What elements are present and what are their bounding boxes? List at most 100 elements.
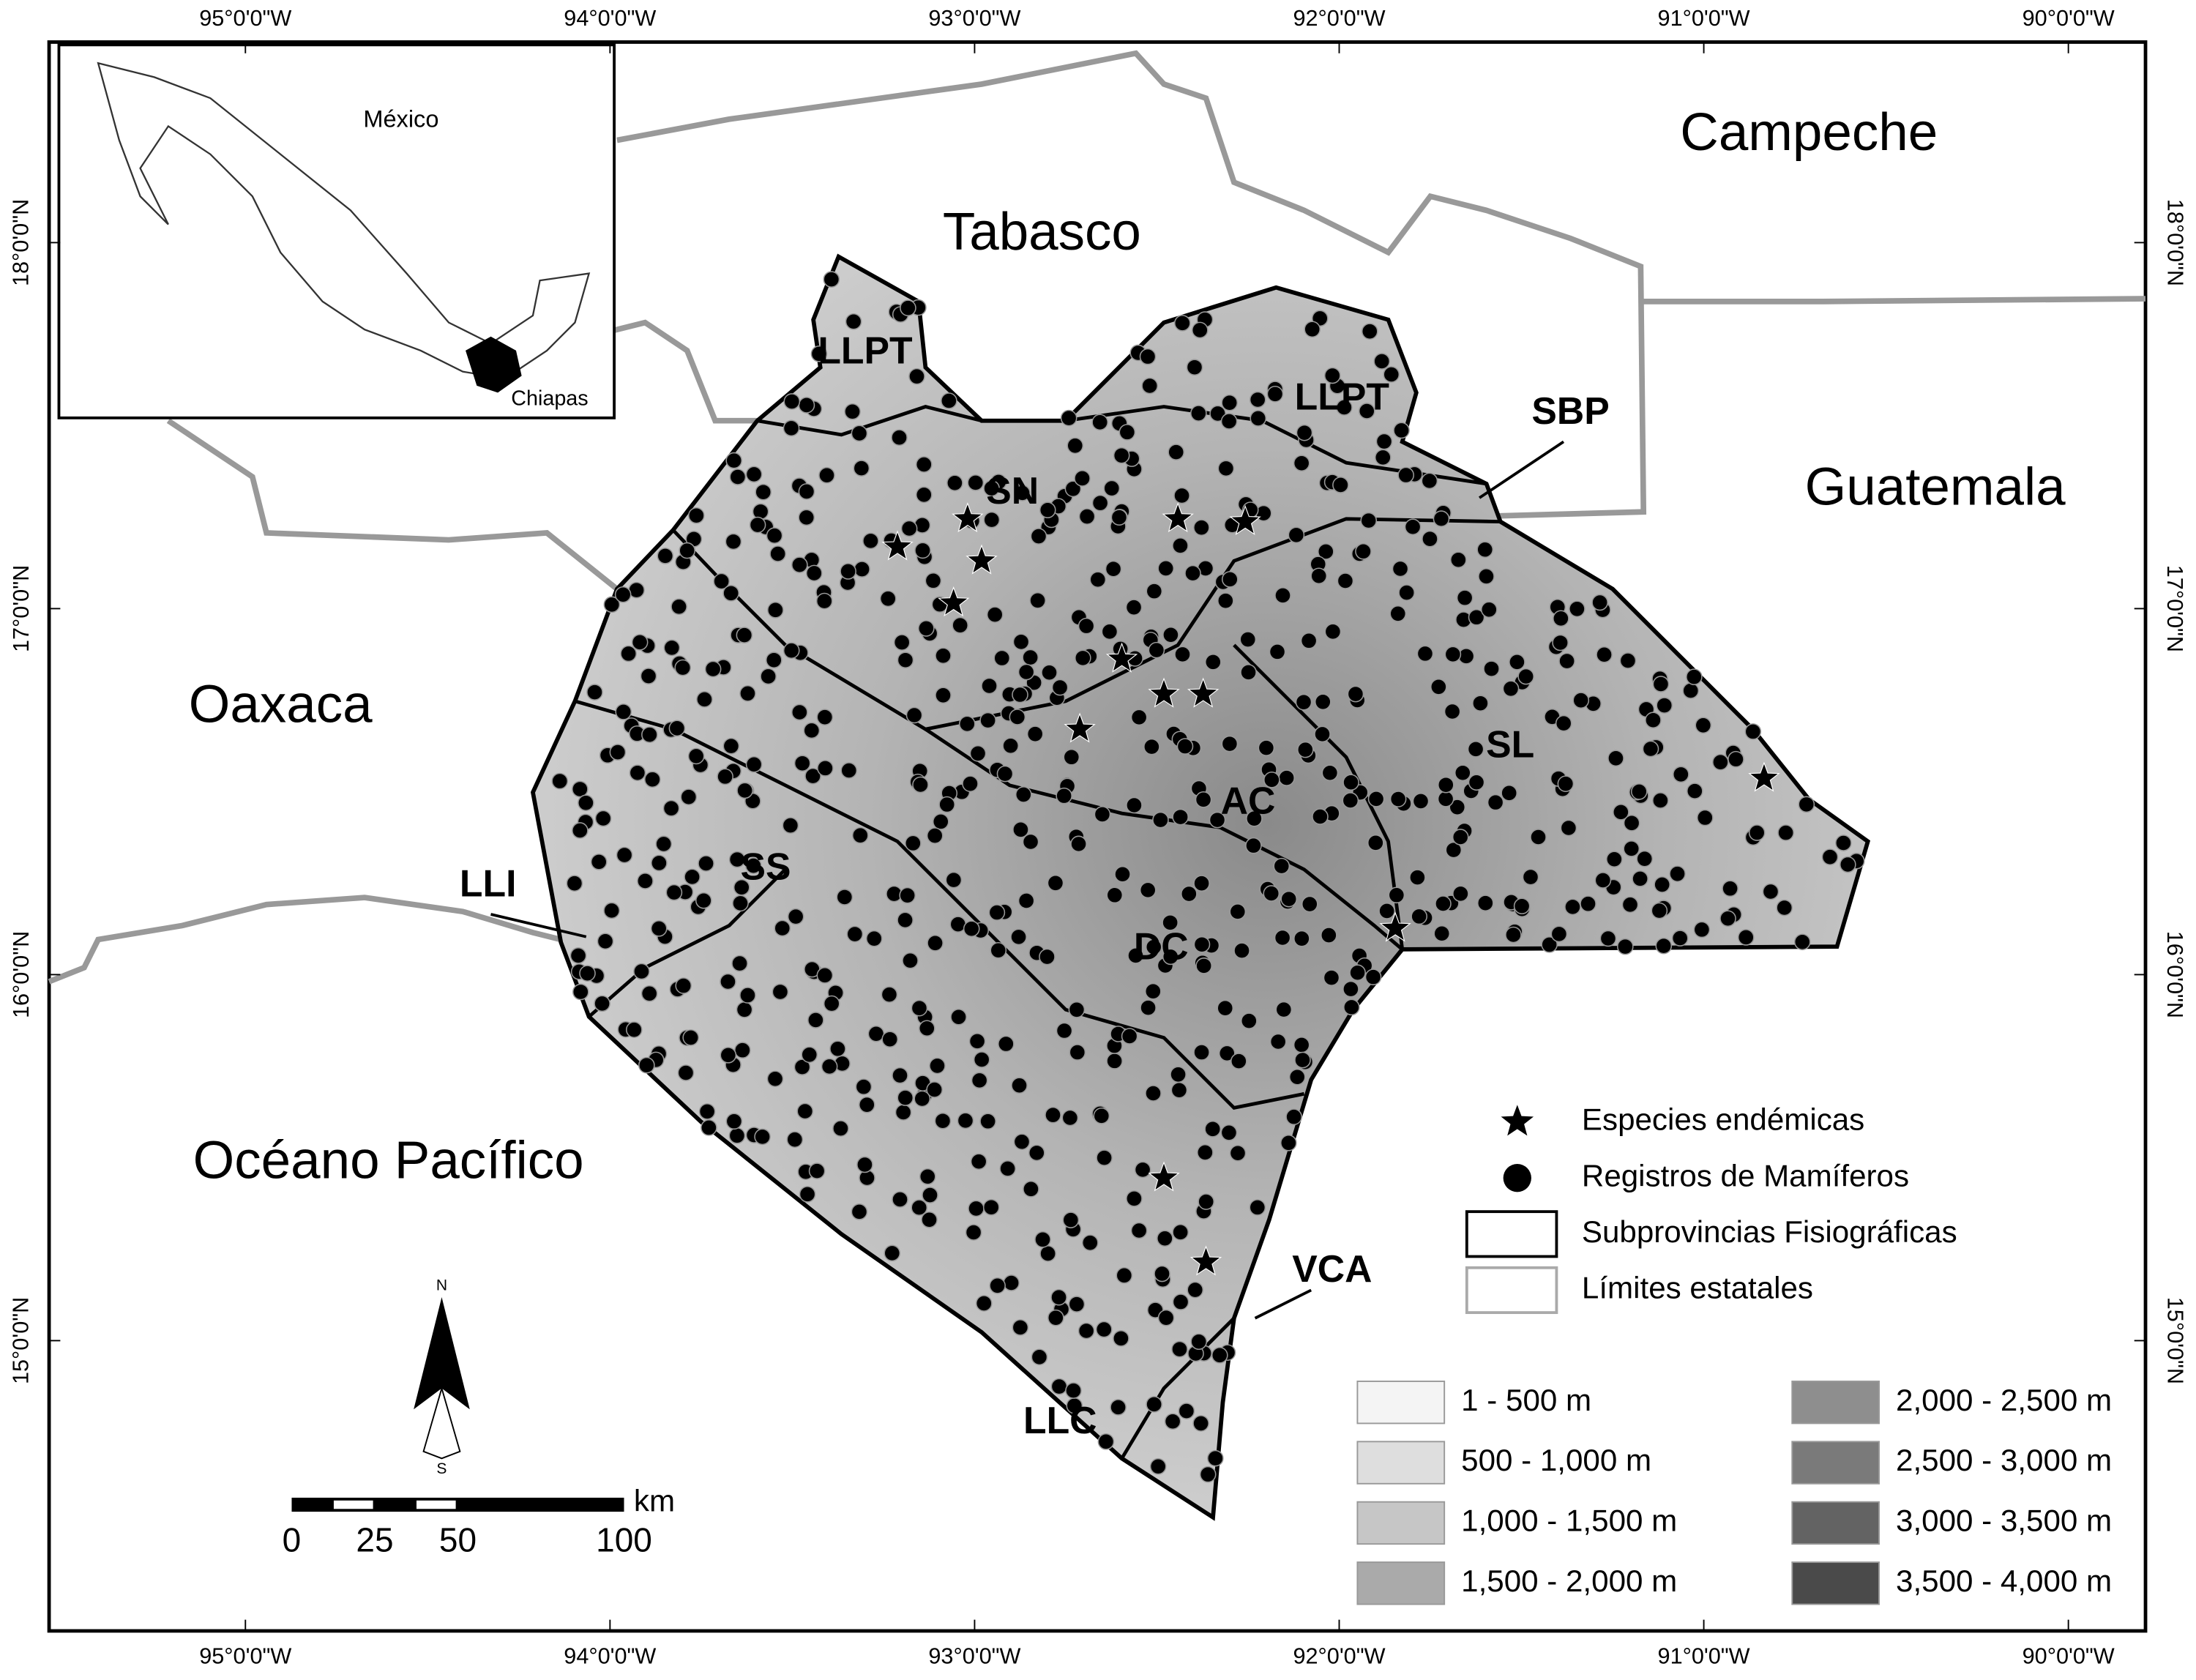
record-dot	[772, 983, 789, 1001]
record-dot	[851, 425, 868, 442]
record-dot	[625, 1021, 643, 1038]
record-dot	[1389, 791, 1407, 807]
record-dot	[1317, 543, 1334, 560]
record-dot	[803, 722, 821, 739]
record-dot	[1347, 685, 1364, 703]
record-dot	[793, 1059, 811, 1075]
record-dot	[594, 995, 610, 1012]
record-dot	[1449, 799, 1466, 815]
record-dot	[1444, 646, 1462, 663]
record-dot	[1181, 885, 1198, 903]
record-dot	[736, 782, 753, 799]
record-dot	[684, 868, 701, 886]
record-dot	[1321, 764, 1339, 782]
record-dot	[925, 572, 942, 589]
record-dot	[1245, 837, 1262, 854]
scale-bar	[291, 1497, 624, 1512]
record-dot	[1456, 589, 1474, 606]
record-dot	[945, 871, 963, 889]
place-label: Guatemala	[1805, 458, 2066, 517]
record-dot	[862, 532, 879, 550]
record-dot	[1152, 811, 1169, 829]
record-dot	[965, 1224, 982, 1241]
record-dot	[1671, 930, 1689, 947]
record-dot	[1065, 1382, 1082, 1399]
record-dot	[1444, 703, 1461, 720]
legend-label: Subprovincias Fisiográficas	[1582, 1214, 1957, 1249]
elevation-label: 2,000 - 2,500 m	[1896, 1383, 2112, 1417]
record-dot	[1452, 885, 1469, 903]
record-dot	[665, 884, 683, 901]
record-dot	[1012, 1319, 1029, 1336]
record-dot	[851, 1203, 868, 1220]
record-dot	[749, 516, 766, 534]
record-dot	[1324, 367, 1341, 384]
record-dot	[728, 851, 746, 868]
endemic-star	[1148, 677, 1180, 708]
record-dot	[1360, 512, 1378, 529]
record-dot	[1060, 409, 1078, 427]
lon-tick-label: 92°0'0"W	[1293, 1643, 1385, 1668]
record-dot	[1101, 623, 1118, 641]
record-dot	[908, 367, 925, 385]
record-dot	[767, 602, 784, 619]
record-dot	[1480, 601, 1498, 619]
endemic-star	[1748, 761, 1780, 792]
record-dot	[1162, 914, 1179, 931]
subprovince-label: SS	[740, 845, 791, 887]
record-dot	[745, 755, 763, 773]
elevation-label: 3,000 - 3,500 m	[1896, 1504, 2112, 1538]
record-dot	[1125, 599, 1143, 616]
record-dot	[1127, 947, 1144, 964]
record-dot	[988, 904, 1006, 921]
legend-label: Límites estatales	[1582, 1271, 1813, 1305]
subprovince-line	[671, 517, 1501, 731]
elevation-swatch	[1791, 1561, 1880, 1605]
subprovince-line	[588, 868, 787, 1018]
record-dot	[725, 452, 742, 469]
record-dot	[1632, 870, 1648, 887]
record-dot	[1288, 1068, 1306, 1086]
record-dot	[1012, 633, 1030, 651]
lon-tick-label: 92°0'0"W	[1293, 6, 1385, 31]
record-dot	[1374, 449, 1392, 466]
endemic-star	[1148, 1161, 1180, 1192]
record-dot	[963, 920, 980, 938]
record-dot	[1017, 892, 1035, 909]
record-dot	[586, 684, 603, 701]
endemic-star	[937, 586, 970, 617]
lon-tick-label: 91°0'0"W	[1658, 1643, 1750, 1668]
record-dot	[662, 799, 680, 817]
record-dot	[1097, 1433, 1115, 1450]
record-dot	[858, 1096, 875, 1113]
record-dot	[1009, 709, 1026, 725]
record-dot	[1091, 414, 1108, 431]
record-dot	[919, 1168, 936, 1185]
record-dot	[578, 794, 594, 812]
record-dot	[1039, 501, 1056, 519]
record-dot	[918, 620, 935, 637]
record-dot	[1030, 528, 1047, 545]
record-dot	[815, 592, 833, 610]
record-dot	[1412, 793, 1430, 810]
record-dot	[798, 397, 815, 414]
place-label: Tabasco	[943, 202, 1141, 261]
record-dot	[783, 642, 800, 659]
legend-dot	[1503, 1164, 1531, 1192]
record-dot	[675, 977, 692, 994]
record-dot	[1776, 899, 1793, 916]
record-dot	[900, 299, 916, 316]
lat-tick-label: 18°0'0"N	[9, 199, 34, 286]
record-dot	[1321, 927, 1337, 944]
record-dot	[892, 1191, 908, 1208]
record-dot	[1218, 1045, 1236, 1062]
record-dot	[720, 973, 736, 990]
record-dot	[1039, 1245, 1056, 1262]
record-dot	[1012, 821, 1029, 838]
record-dot	[698, 1103, 716, 1120]
record-dot	[823, 995, 840, 1012]
record-dot	[1358, 403, 1375, 419]
subprovince-label: LLPT	[1295, 376, 1390, 418]
subprovince-line	[757, 405, 1066, 437]
